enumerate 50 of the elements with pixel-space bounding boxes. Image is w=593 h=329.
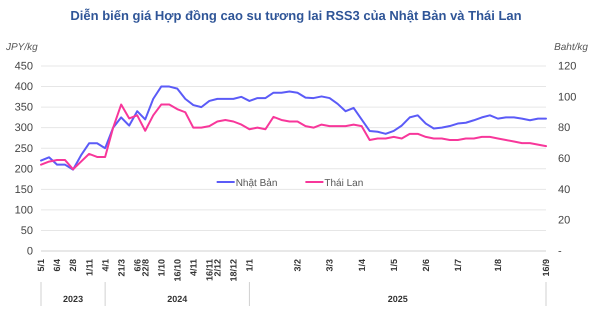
x-tick-label: 6/6	[132, 259, 142, 272]
x-tick-label: 21/3	[116, 259, 126, 277]
x-tick-label: 16/11	[204, 259, 214, 282]
y-tick-label: 50	[20, 224, 33, 237]
x-tick-label: 1/8	[493, 259, 504, 272]
y2-tick-label: 60	[558, 153, 570, 166]
x-tick-label: 6/4	[52, 259, 62, 272]
y-tick-label: 300	[14, 122, 33, 134]
y-tick-label: 350	[14, 102, 33, 114]
legend-label: Thái Lan	[324, 178, 364, 189]
y-tick-label: 100	[14, 204, 33, 216]
y-tick-label: 200	[14, 163, 33, 176]
chart-title: Diễn biến giá Hợp đồng cao su tương lai RSS3 của Nhật Bản và Thái Lan	[70, 8, 522, 23]
x-tick-label: 5/1	[36, 259, 46, 272]
x-tick-label: 2/6	[420, 259, 431, 272]
y2-tick-label: 120	[558, 60, 576, 73]
text: 2025	[388, 294, 408, 304]
x-tick-label: 1/7	[452, 259, 463, 272]
y2-tick-label: -	[558, 246, 562, 258]
y-tick-label: 450	[14, 60, 33, 73]
x-tick-label: 18/12	[228, 259, 239, 282]
x-tick-label: 1/11	[84, 259, 94, 276]
legend-label: Nhật Bản	[236, 178, 278, 189]
y2-tick-label: 80	[558, 122, 570, 134]
text: 2023	[63, 294, 84, 304]
y-tick-label: 250	[14, 142, 33, 155]
x-tick-label: 1/1	[244, 259, 255, 272]
y-tick-label: 0	[26, 246, 33, 258]
line-series	[40, 104, 547, 170]
y2-tick-label: 40	[558, 184, 570, 196]
x-tick-label: 4/1	[100, 259, 110, 272]
x-tick-label: 1/4	[356, 259, 367, 272]
y2-tick-label: 20	[558, 214, 570, 227]
y2-tick-label: 100	[558, 91, 576, 104]
x-tick-label: 3/3	[324, 259, 335, 272]
x-tick-label: 16/10	[172, 259, 182, 282]
text: 2024	[167, 294, 188, 304]
x-tick-label: 2/8	[68, 259, 78, 272]
x-tick-label: 4/11	[188, 259, 198, 276]
y2-axis-title: Baht/kg	[554, 42, 588, 53]
y-axis-title: JPY/kg	[5, 42, 38, 53]
y-tick-label: 400	[14, 81, 33, 94]
line-series	[40, 86, 547, 171]
x-tick-label: 16/9	[541, 259, 552, 277]
x-tick-label: 22/8	[140, 259, 150, 277]
x-tick-label: 3/2	[292, 259, 303, 272]
x-tick-label: 1/10	[156, 259, 166, 277]
x-tick-label: 2/12	[212, 259, 222, 277]
y-tick-label: 150	[14, 184, 33, 196]
x-tick-label: 1/5	[388, 259, 399, 272]
